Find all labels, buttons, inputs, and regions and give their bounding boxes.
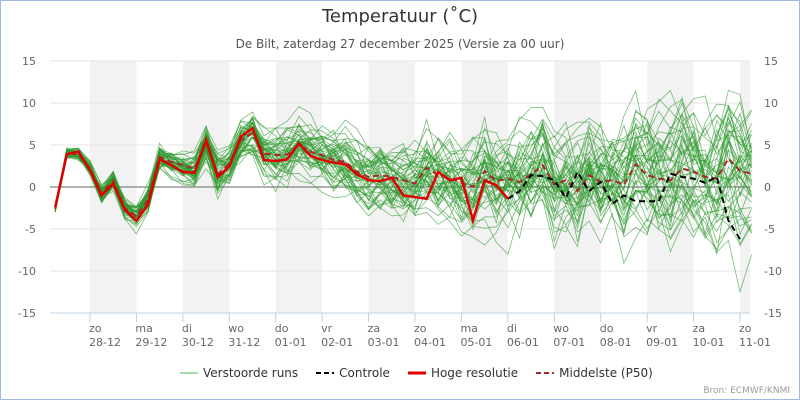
ensemble-member-line <box>54 121 752 222</box>
chart-subtitle: De Bilt, zaterdag 27 december 2025 (Vers… <box>235 37 565 51</box>
legend-line-control-icon <box>316 372 335 374</box>
x-tick-date: 28-12 <box>89 336 121 349</box>
x-tick-date: 01-01 <box>275 336 307 349</box>
ensemble-member-line <box>54 105 752 250</box>
legend-line-members-icon <box>180 372 198 374</box>
legend-item-members[interactable]: Verstoorde runs <box>180 366 298 380</box>
x-tick-date: 04-01 <box>414 336 446 349</box>
y-tick-label-right: 10 <box>764 97 778 110</box>
y-tick-label-right: 5 <box>764 139 771 152</box>
x-tick-day: zo <box>89 322 102 335</box>
p50-line <box>54 131 752 218</box>
x-tick-day: ma <box>460 322 477 335</box>
x-tick-day: za <box>693 322 706 335</box>
ensemble-member-line <box>54 120 752 245</box>
ensemble-member-line <box>54 117 752 223</box>
y-tick-label-right: -15 <box>764 307 782 320</box>
y-tick-label-right: 15 <box>764 55 778 68</box>
legend-item-p50[interactable]: Middelste (P50) <box>536 366 653 380</box>
y-tick-label-left: 5 <box>29 139 36 152</box>
hires-line <box>53 126 509 226</box>
y-axis-right: 15 10 5 0 -5 -10 -15 <box>764 55 782 320</box>
x-tick-day: di <box>507 322 517 335</box>
legend-line-hires-icon <box>407 371 426 375</box>
x-axis: zo28-12ma29-12di30-12wo31-12do01-01vr02-… <box>89 313 771 349</box>
x-tick-date: 30-12 <box>182 336 214 349</box>
y-tick-label-left: -5 <box>25 223 36 236</box>
legend-item-control[interactable]: Controle <box>316 366 390 380</box>
x-tick-day: zo <box>739 322 752 335</box>
x-tick-day: zo <box>414 322 427 335</box>
legend: Verstoorde runs Controle Hoge resolutie … <box>180 366 671 380</box>
ensemble-member-line <box>54 120 752 246</box>
x-tick-date: 05-01 <box>460 336 492 349</box>
x-tick-date: 29-12 <box>135 336 167 349</box>
x-tick-day: vr <box>646 322 658 335</box>
y-tick-label-left: -15 <box>18 307 36 320</box>
y-axis-left: 15 10 5 0 -5 -10 -15 <box>18 55 36 320</box>
y-tick-label-left: 15 <box>22 55 36 68</box>
x-tick-date: 07-01 <box>553 336 585 349</box>
legend-label: Middelste (P50) <box>559 366 653 380</box>
y-tick-label-left: 0 <box>29 181 36 194</box>
x-tick-date: 09-01 <box>646 336 678 349</box>
control-series <box>507 169 741 240</box>
x-tick-date: 11-01 <box>739 336 771 349</box>
legend-line-p50-icon <box>536 372 555 374</box>
x-tick-day: wo <box>553 322 569 335</box>
legend-label: Hoge resolutie <box>430 366 519 380</box>
ensemble-member-line <box>54 109 752 211</box>
legend-label: Controle <box>339 366 390 380</box>
x-tick-day: do <box>600 322 614 335</box>
x-tick-date: 06-01 <box>507 336 539 349</box>
x-tick-date: 31-12 <box>228 336 260 349</box>
legend-item-hires[interactable]: Hoge resolutie <box>407 366 519 380</box>
p50-series <box>54 131 752 218</box>
y-tick-label-right: -5 <box>764 223 775 236</box>
x-tick-day: vr <box>321 322 333 335</box>
x-tick-day: za <box>368 322 381 335</box>
source-credit: Bron: ECMWF/KNMI <box>703 386 790 396</box>
ensemble-member-line <box>54 99 752 233</box>
x-tick-day: wo <box>228 322 244 335</box>
legend-label: Verstoorde runs <box>203 366 299 380</box>
chart-title: Temperatuur (˚C) <box>321 6 479 27</box>
ensemble-member-line <box>54 89 752 236</box>
y-tick-label-right: -10 <box>764 265 782 278</box>
x-tick-day: do <box>275 322 289 335</box>
x-tick-date: 03-01 <box>368 336 400 349</box>
control-line <box>507 169 741 240</box>
x-tick-date: 02-01 <box>321 336 353 349</box>
x-tick-date: 08-01 <box>600 336 632 349</box>
y-tick-label-left: -10 <box>18 265 36 278</box>
y-tick-label-left: 10 <box>22 97 36 110</box>
y-tick-label-right: 0 <box>764 181 771 194</box>
x-tick-day: ma <box>135 322 152 335</box>
hires-series <box>53 126 509 226</box>
x-tick-day: di <box>182 322 192 335</box>
ensemble-member-line <box>54 101 752 225</box>
x-tick-date: 10-01 <box>693 336 725 349</box>
